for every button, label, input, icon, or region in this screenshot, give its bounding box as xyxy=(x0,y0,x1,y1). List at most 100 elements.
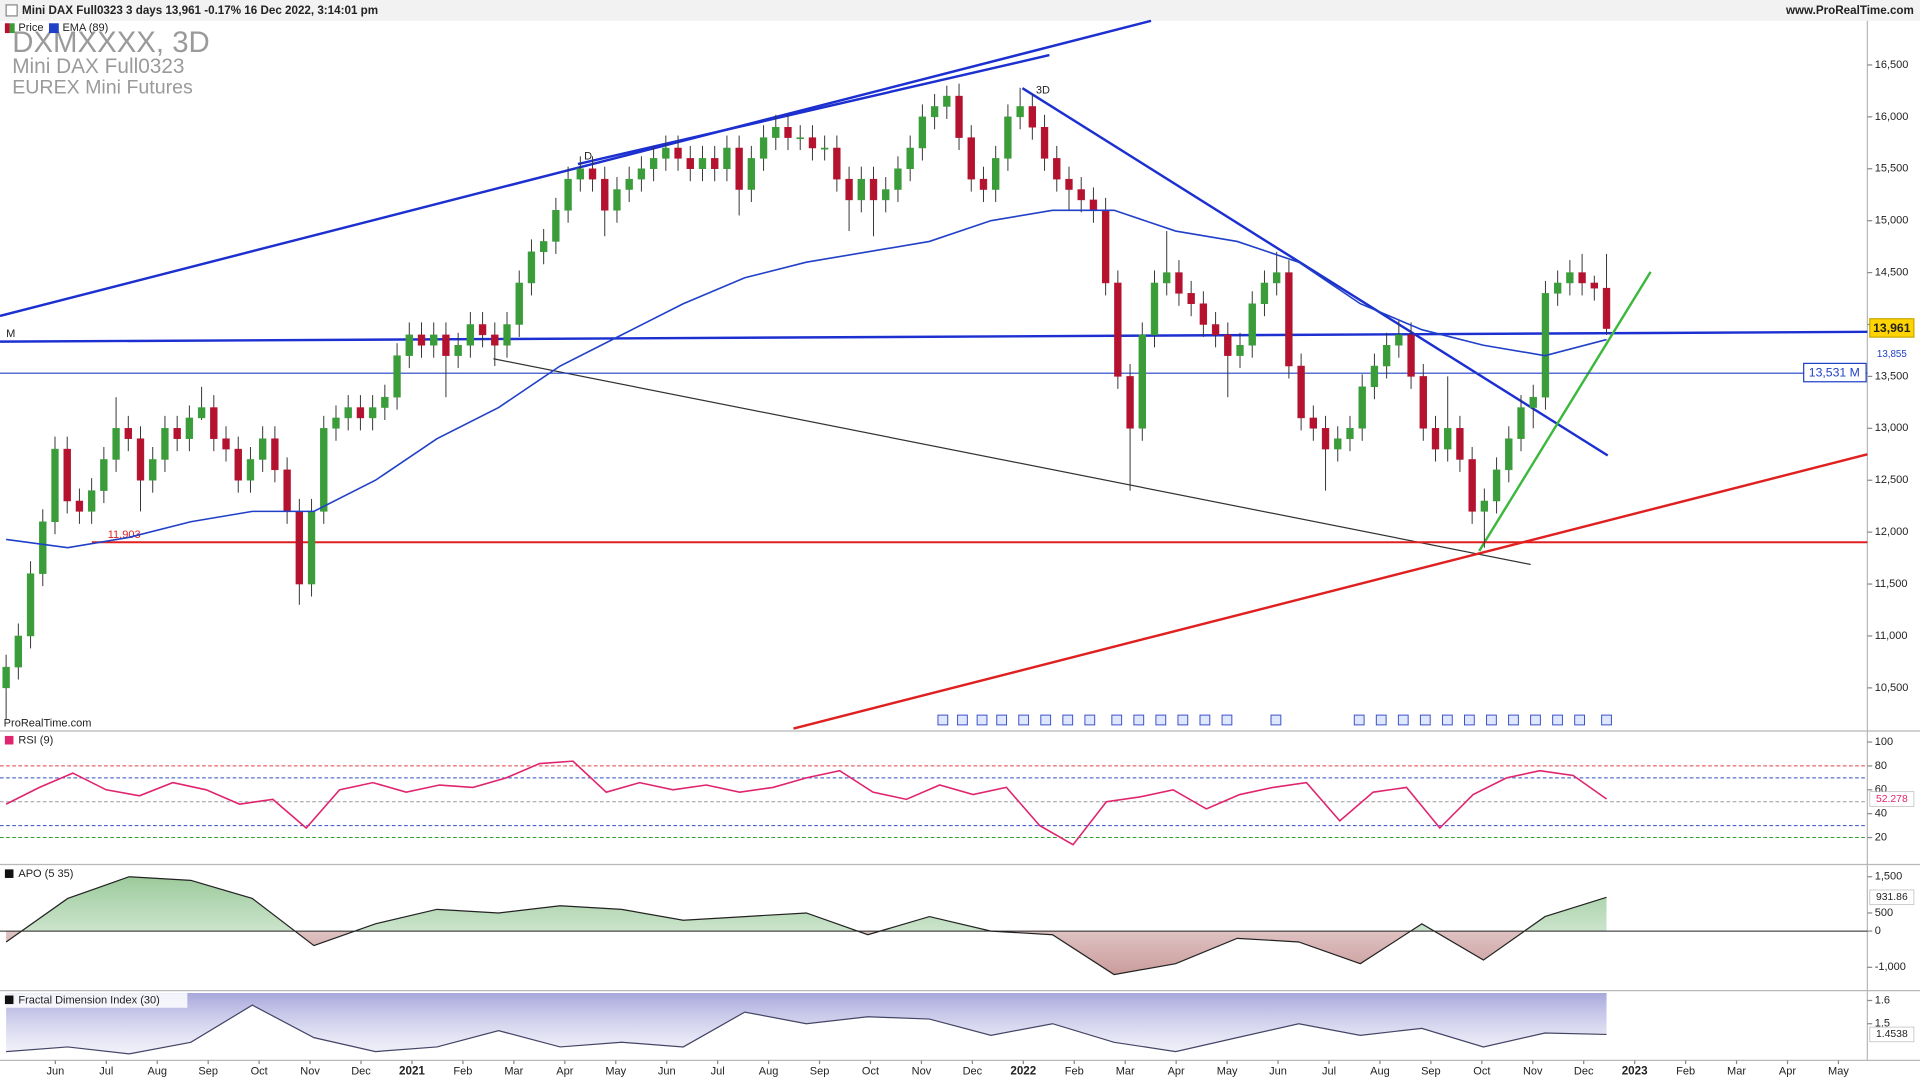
candle-body xyxy=(295,511,304,585)
candle-body xyxy=(662,147,670,159)
candle-body xyxy=(527,251,536,284)
event-icon xyxy=(1111,714,1123,726)
candle-body xyxy=(1273,272,1281,284)
candle-body xyxy=(442,334,450,356)
candle-body xyxy=(552,210,560,242)
candle-body xyxy=(1248,303,1256,346)
candle-body xyxy=(259,438,267,460)
y-tick-label: 13,000 xyxy=(1875,422,1909,434)
candle-body xyxy=(564,178,572,211)
candle-body xyxy=(1260,282,1269,304)
candle-body xyxy=(478,324,487,336)
candle-body xyxy=(246,459,255,481)
x-tick-label: Sep xyxy=(810,1065,830,1077)
y-tick-label: 0 xyxy=(1875,925,1881,937)
x-tick-label: Apr xyxy=(556,1065,573,1077)
candle-body xyxy=(1395,334,1403,346)
y-tick-label: 500 xyxy=(1875,907,1893,919)
event-icon xyxy=(1018,714,1030,726)
x-tick-label: Oct xyxy=(251,1065,268,1077)
legend-label: EMA (89) xyxy=(62,22,108,34)
watermark: ProRealTime.com xyxy=(4,718,92,730)
y-tick-label: 100 xyxy=(1875,736,1893,748)
candle-body xyxy=(992,158,1000,190)
candle-body xyxy=(1187,293,1195,304)
y-tick-label: 40 xyxy=(1875,808,1887,820)
candle-body xyxy=(381,396,389,408)
y-tick-label: 1,500 xyxy=(1875,871,1903,883)
candle-body xyxy=(1431,428,1440,450)
candle-body xyxy=(613,189,621,211)
candle-body xyxy=(87,490,96,512)
candle-body xyxy=(466,324,475,346)
candle-body xyxy=(576,168,584,180)
event-icon xyxy=(1552,714,1563,726)
candle-body xyxy=(1358,386,1366,429)
candle-body xyxy=(625,178,633,190)
candle-body xyxy=(1444,428,1452,450)
x-tick-label: Feb xyxy=(1676,1065,1695,1077)
candle-body xyxy=(649,158,658,170)
annotation: 3D xyxy=(1036,85,1050,97)
candle-body xyxy=(869,178,878,201)
candle-body xyxy=(1346,428,1354,439)
candle-body xyxy=(283,469,291,512)
panel-swatch xyxy=(4,995,14,1005)
candle-body xyxy=(979,178,988,190)
candle-body xyxy=(1053,158,1061,180)
candle-body xyxy=(1138,334,1146,429)
event-icon xyxy=(1419,714,1431,726)
candle-body xyxy=(1065,178,1073,190)
trend-line xyxy=(0,330,1868,343)
candle-body xyxy=(417,334,426,346)
x-tick-label: Nov xyxy=(300,1065,320,1077)
level-label: 11,903 xyxy=(108,529,141,541)
event-icon xyxy=(1397,714,1409,726)
x-tick-label: 2023 xyxy=(1622,1065,1648,1078)
x-tick-label: Oct xyxy=(1473,1065,1490,1077)
legend-swatch xyxy=(9,23,15,34)
candle-body xyxy=(539,241,548,253)
menu-icon[interactable] xyxy=(5,4,18,17)
event-icon xyxy=(1062,714,1074,726)
panel-title-box xyxy=(1,866,78,882)
candle-body xyxy=(711,158,719,170)
candle-body xyxy=(930,106,939,118)
candle-body xyxy=(723,147,731,170)
event-icon xyxy=(1486,714,1497,726)
x-tick-label: Dec xyxy=(963,1065,983,1077)
x-tick-label: Apr xyxy=(1168,1065,1185,1077)
trend-line xyxy=(1478,271,1652,552)
last-value-label: 52.278 xyxy=(1876,794,1908,805)
legend-label: Price xyxy=(18,22,43,34)
x-tick-label: Oct xyxy=(862,1065,879,1077)
candle-body xyxy=(1492,469,1501,502)
candle-body xyxy=(161,428,169,460)
candle-body xyxy=(332,417,340,429)
event-icon xyxy=(1441,714,1453,726)
candle-body xyxy=(1334,438,1342,450)
last-value-tag xyxy=(1869,889,1915,906)
candle-body xyxy=(698,158,707,170)
candle-body xyxy=(1224,334,1232,356)
candle-body xyxy=(1101,210,1110,284)
event-icon xyxy=(1464,714,1475,726)
x-tick-label: Nov xyxy=(1523,1065,1543,1077)
event-icon xyxy=(976,714,988,726)
candle-body xyxy=(39,521,47,574)
x-tick-label: Jun xyxy=(1269,1065,1287,1077)
candle-body xyxy=(1382,345,1391,367)
candle-body xyxy=(320,428,328,512)
event-icon xyxy=(996,714,1008,726)
level-tag xyxy=(1803,362,1867,383)
candle-body xyxy=(222,438,230,450)
y-tick-label: 15,500 xyxy=(1875,163,1909,175)
candle-body xyxy=(918,116,927,149)
candle-body xyxy=(1321,428,1330,450)
candle-body xyxy=(588,168,597,180)
candle-body xyxy=(1077,189,1085,201)
candle-body xyxy=(63,448,71,502)
candle-body xyxy=(1505,438,1513,471)
candle-body xyxy=(1126,376,1134,429)
